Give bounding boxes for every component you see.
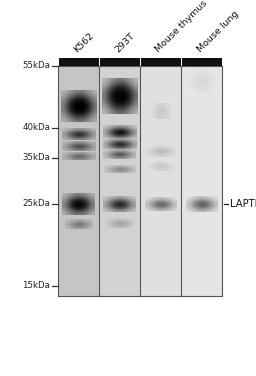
- Text: LAPTM5: LAPTM5: [230, 199, 256, 209]
- Text: 40kDa: 40kDa: [22, 123, 50, 132]
- Text: 293T: 293T: [113, 31, 136, 54]
- Text: 25kDa: 25kDa: [22, 200, 50, 209]
- Text: Mouse lung: Mouse lung: [195, 9, 240, 54]
- Bar: [58, 66, 99, 296]
- Text: Mouse thymus: Mouse thymus: [154, 0, 210, 54]
- Text: 55kDa: 55kDa: [22, 62, 50, 71]
- Text: K562: K562: [72, 30, 95, 54]
- Bar: [141, 58, 180, 66]
- Bar: [99, 66, 140, 296]
- Bar: [181, 66, 222, 296]
- Bar: [182, 58, 221, 66]
- Text: 15kDa: 15kDa: [22, 282, 50, 291]
- Text: 35kDa: 35kDa: [22, 153, 50, 162]
- Bar: [100, 58, 140, 66]
- Bar: [59, 58, 99, 66]
- Bar: [140, 66, 181, 296]
